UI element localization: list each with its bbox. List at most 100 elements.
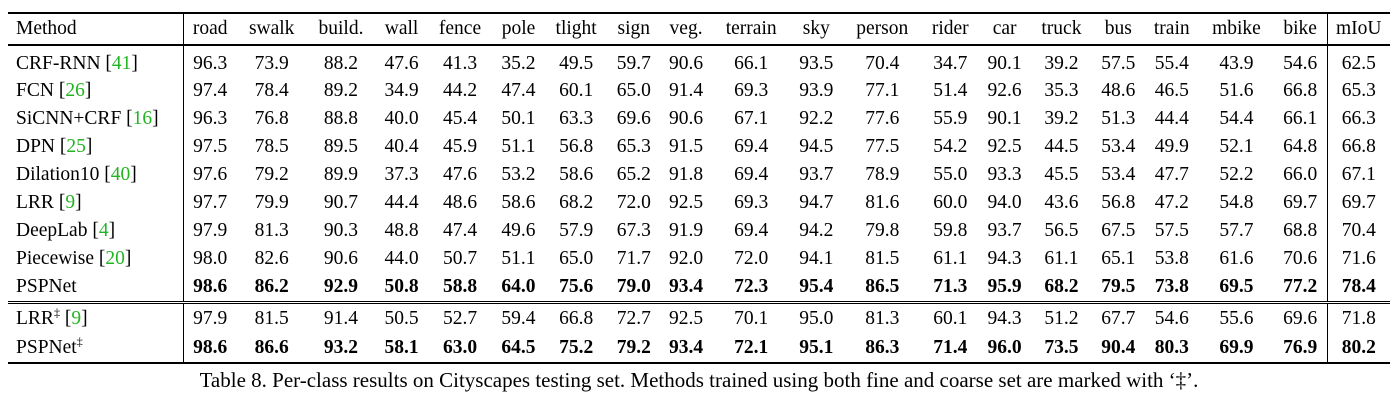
value-cell: 45.9	[442, 136, 478, 158]
value-cell: 81.3	[865, 307, 900, 329]
table-row: DeepLab [4] 97.9 81.3 90.3 48.8 47.4 49.6 57.9 6…	[8, 217, 1390, 245]
method-name: DeepLab	[16, 220, 88, 242]
column-header: build.	[306, 13, 376, 46]
citation-link[interactable]: 20	[105, 248, 125, 270]
value-cell: 40.4	[384, 136, 419, 158]
value-cell: 96.0	[987, 336, 1022, 358]
citation-link[interactable]: 9	[65, 192, 76, 214]
value-cell: 61.1	[1044, 248, 1079, 270]
column-header-method: Method	[8, 13, 184, 46]
column-header: terrain	[712, 13, 791, 46]
citation-link[interactable]: 16	[132, 108, 153, 130]
value-cell: 91.8	[669, 164, 704, 186]
value-cell: 86.2	[254, 276, 289, 298]
value-cell: 49.5	[559, 52, 594, 74]
value-cell: 57.7	[1219, 220, 1254, 242]
header-row: Method road swalk build. wall fence pole tlight…	[8, 13, 1390, 46]
miou-cell: 69.7	[1326, 189, 1390, 217]
table-row: PSPNet‡ 98.6 86.6 93.2 58.1 63.0 64.5 75.2 79.2 9…	[8, 333, 1390, 363]
value-cell: 79.8	[865, 220, 900, 242]
value-cell: 53.8	[1154, 248, 1189, 270]
citation-link[interactable]: 4	[98, 220, 109, 242]
table-row: Piecewise [20] 98.0 82.6 90.6 44.0 50.7 51.1 65…	[8, 245, 1390, 273]
value-cell: 66.1	[734, 52, 769, 74]
citation-link[interactable]: 41	[111, 52, 132, 74]
value-cell: 66.0	[1283, 164, 1318, 186]
column-header: tlight	[544, 13, 608, 46]
value-cell: 78.9	[865, 164, 900, 186]
value-cell: 92.6	[987, 80, 1022, 102]
value-cell: 93.9	[799, 80, 834, 102]
value-cell: 59.4	[501, 307, 536, 329]
value-cell: 96.3	[193, 52, 228, 74]
value-cell: 65.0	[559, 248, 594, 270]
citation-link[interactable]: 40	[110, 164, 131, 186]
value-cell: 81.5	[254, 307, 289, 329]
method-cell: LRR‡ [9]	[8, 302, 184, 333]
value-cell: 66.8	[1283, 80, 1318, 102]
value-cell: 65.0	[616, 80, 651, 102]
value-cell: 92.5	[669, 307, 704, 329]
value-cell: 94.3	[987, 307, 1022, 329]
column-header: veg.	[659, 13, 713, 46]
value-cell: 81.6	[865, 192, 900, 214]
value-cell: 95.4	[799, 276, 834, 298]
miou-cell: 71.6	[1326, 245, 1390, 273]
value-cell: 66.8	[559, 307, 594, 329]
column-header: car	[978, 13, 1031, 46]
value-cell: 41.3	[442, 52, 478, 74]
method-cell: FCN [26]	[8, 77, 184, 105]
value-cell: 93.3	[987, 164, 1022, 186]
value-cell: 72.1	[734, 336, 769, 358]
value-cell: 82.6	[254, 248, 289, 270]
value-cell: 71.3	[933, 276, 968, 298]
value-cell: 47.4	[442, 220, 478, 242]
value-cell: 90.7	[323, 192, 359, 214]
citation-link[interactable]: 9	[71, 307, 82, 329]
value-cell: 94.2	[799, 220, 834, 242]
value-cell: 93.7	[987, 220, 1022, 242]
table-row: LRR‡ [9] 97.9 81.5 91.4 50.5 52.7 59.4 66.8 72.7…	[8, 302, 1390, 333]
value-cell: 77.6	[865, 108, 900, 130]
coarse-mark: ‡	[76, 334, 83, 349]
value-cell: 88.8	[323, 108, 359, 130]
citation-link[interactable]: 26	[65, 80, 85, 102]
miou-cell: 62.5	[1326, 45, 1390, 77]
value-cell: 97.6	[193, 164, 228, 186]
value-cell: 55.6	[1219, 307, 1254, 329]
method-name: CRF-RNN	[16, 52, 101, 74]
value-cell: 58.6	[559, 164, 594, 186]
value-cell: 89.5	[323, 136, 359, 158]
value-cell: 94.7	[799, 192, 834, 214]
value-cell: 95.0	[799, 307, 834, 329]
citation-link[interactable]: 25	[66, 136, 86, 158]
value-cell: 94.1	[799, 248, 834, 270]
value-cell: 93.2	[323, 336, 359, 358]
method-name: LRR	[16, 307, 54, 329]
value-cell: 89.9	[323, 164, 359, 186]
value-cell: 95.1	[799, 336, 834, 358]
value-cell: 79.2	[616, 336, 651, 358]
method-name: SiCNN+CRF	[16, 108, 122, 130]
value-cell: 44.4	[1154, 108, 1189, 130]
value-cell: 52.1	[1219, 136, 1254, 158]
value-cell: 72.7	[616, 307, 651, 329]
value-cell: 71.4	[933, 336, 968, 358]
value-cell: 86.5	[865, 276, 900, 298]
value-cell: 39.2	[1044, 52, 1079, 74]
column-header: mbike	[1199, 13, 1274, 46]
value-cell: 67.3	[616, 220, 651, 242]
method-name: DPN	[16, 136, 56, 158]
value-cell: 59.7	[616, 52, 651, 74]
table-row: SiCNN+CRF [16] 96.3 76.8 88.8 40.0 45.4 50.1 63…	[8, 105, 1390, 133]
value-cell: 69.7	[1283, 192, 1318, 214]
value-cell: 48.8	[384, 220, 419, 242]
column-header: bus	[1092, 13, 1145, 46]
value-cell: 61.6	[1219, 248, 1254, 270]
value-cell: 45.5	[1044, 164, 1079, 186]
column-header: sign	[607, 13, 660, 46]
value-cell: 55.9	[933, 108, 968, 130]
method-cell: SiCNN+CRF [16]	[8, 105, 184, 133]
value-cell: 51.4	[933, 80, 968, 102]
value-cell: 69.6	[1283, 307, 1318, 329]
